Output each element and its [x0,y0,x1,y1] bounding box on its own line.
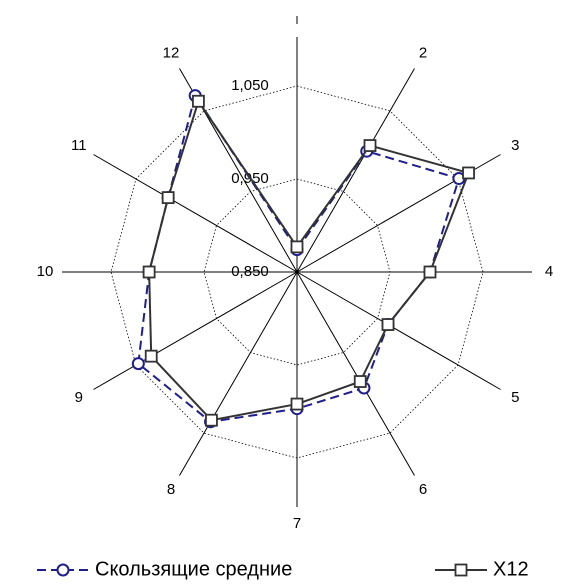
series-line [148,98,470,422]
point [462,166,475,180]
point [290,240,304,254]
radial-axis [93,154,298,273]
point [144,349,158,363]
category-label: 11 [71,137,87,154]
radial-axis [179,271,298,476]
r-tick-label: 0,850 [231,263,269,280]
category-label: 5 [511,389,519,406]
category-label: 4 [545,263,553,280]
category-label: 9 [75,389,83,406]
point [131,357,145,371]
radial-axis [296,68,415,273]
legend-label: X12 [493,558,529,580]
series-line [137,93,461,423]
category-label: 2 [419,45,427,62]
point [423,265,437,279]
point [142,265,156,279]
point [353,375,367,388]
category-label: 12 [163,45,180,62]
r-tick-label: 1,050 [231,77,269,94]
legend-marker [56,563,70,577]
category-label: 3 [511,137,519,154]
category-label: 8 [167,481,175,498]
legend-marker [454,563,468,577]
point [205,413,218,427]
category-label: 6 [419,481,427,498]
radial-axis [296,271,501,390]
radial-axis [296,271,415,476]
point [290,397,304,411]
point [192,94,205,108]
point [381,318,395,331]
point [363,139,377,152]
point [161,191,175,205]
legend-label: Скользящие средние [95,558,292,580]
category-label: 7 [293,515,301,532]
radial-axis [93,271,298,390]
category-label: 10 [37,263,54,280]
